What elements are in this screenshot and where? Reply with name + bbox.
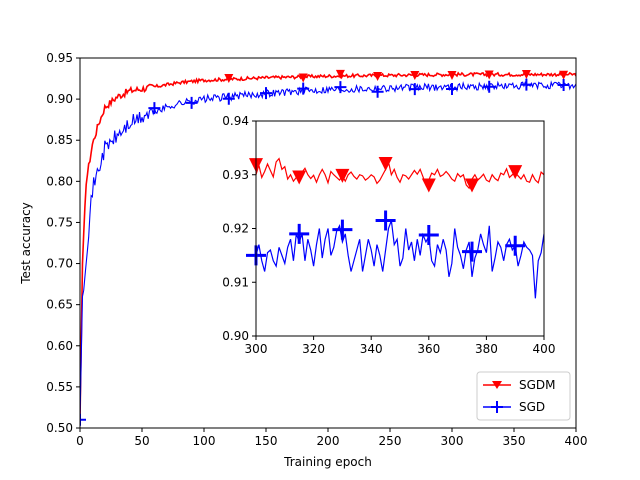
inset-marker-sgdm [378, 157, 393, 171]
inset-axes-frame [255, 120, 545, 337]
main-marker-sgdm [559, 70, 569, 80]
inset-series-line-sgdm [256, 157, 544, 190]
main-x-tick-label: 300 [441, 434, 464, 448]
inset-y-tick-label: 0.90 [222, 329, 249, 343]
main-marker-sgd [408, 83, 421, 96]
legend-sgd-label: SGD [519, 400, 545, 414]
main-marker-sgdm [224, 74, 234, 84]
inset-marker-sgdm [421, 178, 436, 193]
x-axis-label: Training epoch [283, 455, 372, 469]
main-x-tick-label: 150 [255, 434, 278, 448]
inset-y-tick-label: 0.94 [222, 114, 249, 128]
main-marker-sgd [371, 85, 384, 98]
inset-marker-sgd [418, 224, 439, 245]
inset-x-tick-label: 360 [417, 342, 440, 356]
main-x-tick-label: 50 [134, 434, 149, 448]
main-marker-sgd [446, 83, 458, 96]
main-marker-sgd [185, 96, 198, 109]
main-marker-sgd [297, 82, 310, 95]
main-x-tick-label: 100 [193, 434, 216, 448]
main-marker-sgd [483, 80, 496, 93]
main-marker-sgd [80, 413, 86, 426]
main-x-tick-label: 0 [76, 434, 84, 448]
main-marker-sgd [148, 102, 161, 115]
inset-x-tick-label: 320 [302, 342, 325, 356]
main-marker-sgdm [521, 70, 531, 80]
main-y-tick-label: 0.55 [46, 380, 73, 394]
inset-marker-sgdm [508, 165, 523, 180]
main-marker-sgdm [410, 70, 420, 80]
main-axes-frame [79, 57, 577, 429]
inset-marker-sgd [375, 210, 396, 231]
inset-marker-sgd [462, 241, 482, 262]
main-marker-sgd [222, 92, 235, 105]
main-y-tick-label: 0.85 [46, 133, 73, 147]
main-marker-sgd [520, 78, 533, 91]
main-y-tick-label: 0.60 [46, 339, 73, 353]
inset-y-tick-label: 0.91 [222, 275, 249, 289]
main-y-tick-label: 0.75 [46, 215, 73, 229]
main-marker-sgd [260, 87, 272, 100]
inset-series-line-sgd [256, 220, 544, 299]
main-y-tick-label: 0.95 [46, 51, 73, 65]
main-x-tick-label: 350 [503, 434, 526, 448]
legend-sgd-marker [491, 401, 503, 413]
main-y-tick-label: 0.70 [46, 257, 73, 271]
inset-marker-sgd [505, 235, 526, 256]
inset-x-tick-label: 380 [475, 342, 498, 356]
legend: SGDM SGD [476, 371, 571, 421]
inset-x-tick-label: 400 [533, 342, 556, 356]
inset-y-tick-label: 0.92 [222, 222, 249, 236]
main-y-tick-label: 0.80 [46, 174, 73, 188]
inset-plot-area [256, 121, 544, 336]
inset-marker-sgdm [465, 178, 479, 193]
inset-x-tick-label: 300 [245, 342, 268, 356]
main-marker-sgdm [484, 70, 494, 80]
main-marker-sgd [557, 78, 570, 91]
legend-sgdm-label: SGDM [519, 378, 556, 392]
main-marker-sgdm [373, 72, 383, 82]
main-marker-sgdm [298, 73, 308, 83]
main-marker-sgd [334, 81, 347, 94]
inset-marker-sgdm [292, 170, 307, 185]
inset-marker-sgdm [335, 168, 350, 183]
y-axis-label: Test accuracy [19, 202, 33, 285]
main-x-tick-label: 400 [565, 434, 588, 448]
main-x-tick-label: 200 [317, 434, 340, 448]
inset-marker-sgd [289, 223, 310, 244]
legend-sgdm-marker [492, 381, 502, 389]
main-y-tick-label: 0.90 [46, 92, 73, 106]
main-series-line-sgdm [80, 71, 576, 420]
main-x-tick-label: 250 [379, 434, 402, 448]
inset-x-tick-label: 340 [360, 342, 383, 356]
main-marker-sgdm [335, 69, 345, 79]
main-marker-sgdm [447, 71, 457, 81]
main-y-tick-label: 0.50 [46, 421, 73, 435]
main-y-tick-label: 0.65 [46, 298, 73, 312]
inset-y-tick-label: 0.93 [222, 168, 249, 182]
inset-marker-sgd [332, 219, 353, 240]
